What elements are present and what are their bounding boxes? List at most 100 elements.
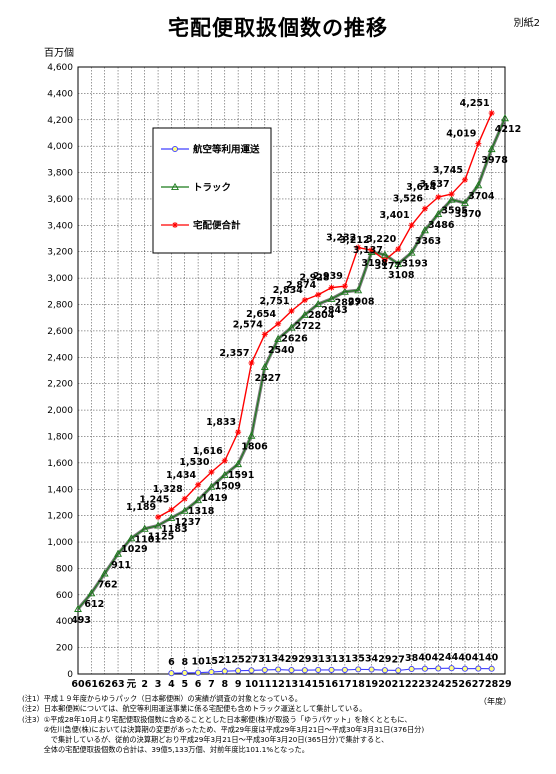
marker-circle xyxy=(235,667,242,674)
data-label-truck: 2540 xyxy=(268,345,295,356)
marker-triangle xyxy=(434,209,443,218)
x-tick-label: 7 xyxy=(208,679,215,690)
marker-asterisk-stroke xyxy=(302,297,308,303)
data-label-air: 15 xyxy=(205,656,218,667)
marker-circle xyxy=(261,666,268,673)
data-label-truck: 911 xyxy=(111,560,131,571)
document-tag: 別紙2 xyxy=(513,18,540,29)
marker-asterisk-stroke xyxy=(222,458,228,464)
data-label-truck: 3978 xyxy=(481,155,508,166)
marker-triangle xyxy=(234,459,243,468)
marker-circle xyxy=(488,665,495,672)
page-title: 宅配便取扱個数の推移 xyxy=(168,16,388,40)
x-tick-label: 8 xyxy=(221,679,228,690)
x-tick-label: 17 xyxy=(338,679,351,690)
marker-asterisk-stroke xyxy=(289,308,294,314)
data-label-air: 29 xyxy=(378,654,391,665)
data-label-truck: 1101 xyxy=(134,535,160,546)
y-tick-label: 2,800 xyxy=(47,301,73,311)
data-label-truck: 2804 xyxy=(308,310,335,321)
y-tick-label: 4,400 xyxy=(47,89,73,99)
marker-triangle xyxy=(180,506,189,514)
marker-triangle xyxy=(420,226,429,234)
y-tick-label: 3,600 xyxy=(47,195,73,205)
data-label-total: 1,530 xyxy=(179,457,209,468)
data-label-air: 42 xyxy=(432,652,445,663)
x-tick-label: 18 xyxy=(352,679,366,690)
footnote: (注1）平成１９年度からゆうパック（日本郵便㈱）の実績が調査の対象となっている。 xyxy=(22,694,302,703)
data-label-total: 2,357 xyxy=(219,348,249,359)
x-tick-label: 13 xyxy=(285,679,298,690)
marker-circle xyxy=(355,666,362,673)
data-label-total: 2,654 xyxy=(246,309,276,320)
data-label-truck: 2722 xyxy=(295,321,321,332)
data-label-air: 10 xyxy=(191,657,205,668)
data-label-air: 31 xyxy=(312,654,325,665)
x-tick-label: 10 xyxy=(245,679,259,690)
marker-asterisk-stroke xyxy=(249,360,254,366)
marker-asterisk xyxy=(221,457,228,464)
marker-triangle xyxy=(327,294,336,302)
x-tick-label: 19 xyxy=(365,679,378,690)
marker-triangle xyxy=(127,534,136,542)
y-tick-label: 3,000 xyxy=(47,274,73,284)
y-tick-label: 800 xyxy=(56,564,73,574)
marker-asterisk-stroke xyxy=(262,331,268,337)
x-tick-label: 61 xyxy=(85,679,98,690)
marker-asterisk-stroke xyxy=(168,507,174,513)
x-tick-label: 2 xyxy=(141,679,148,690)
marker-asterisk xyxy=(355,244,362,251)
marker-triangle xyxy=(154,521,163,529)
x-tick-label: 22 xyxy=(405,679,418,690)
y-axis-unit-label: 百万個 xyxy=(44,48,74,59)
data-label-truck: 2626 xyxy=(281,333,308,344)
x-tick-label: 24 xyxy=(432,679,446,690)
chart-grid xyxy=(78,67,505,674)
legend-label-total: 宅配便合計 xyxy=(193,220,241,232)
data-label-truck: 1125 xyxy=(148,532,174,543)
marker-asterisk xyxy=(341,283,348,290)
x-tick-label: 9 xyxy=(235,679,242,690)
marker-asterisk xyxy=(435,194,442,201)
y-tick-label: 400 xyxy=(56,617,73,627)
data-label-truck: 762 xyxy=(98,579,118,590)
marker-circle xyxy=(461,665,469,672)
data-label-total: 4,251 xyxy=(460,98,490,109)
marker-asterisk-stroke xyxy=(155,514,161,520)
x-tick-label: 元 xyxy=(127,679,137,690)
marker-asterisk xyxy=(368,247,375,254)
marker-triangle xyxy=(287,323,296,331)
data-label-total: 3,232 xyxy=(326,233,356,244)
data-label-truck: 2897 xyxy=(335,298,361,309)
data-label-truck: 612 xyxy=(84,599,104,610)
footnote: (注3）①平成28年10月より宅配便取扱個数に含めることとした日本郵便(株)が取… xyxy=(22,714,412,724)
marker-triangle xyxy=(474,181,483,189)
data-label-air: 25 xyxy=(232,655,245,666)
x-tick-label: 60 xyxy=(71,679,85,690)
y-tick-label: 3,800 xyxy=(47,169,73,179)
x-tick-label: 3 xyxy=(155,679,162,690)
data-label-truck: 3177 xyxy=(375,261,401,272)
data-label-air: 34 xyxy=(272,654,286,665)
data-label-air: 44 xyxy=(445,652,459,663)
marker-asterisk xyxy=(275,320,282,327)
marker-circle xyxy=(195,669,202,676)
marker-asterisk xyxy=(172,222,178,228)
data-label-truck: 3486 xyxy=(428,220,455,231)
marker-asterisk xyxy=(395,246,402,253)
data-label-air: 41 xyxy=(472,653,485,664)
marker-circle xyxy=(435,665,442,672)
marker-circle xyxy=(221,668,228,675)
data-label-total: 2,574 xyxy=(233,319,263,330)
marker-asterisk-stroke xyxy=(235,429,241,435)
data-label-total: 2,928 xyxy=(299,273,329,284)
marker-asterisk-stroke xyxy=(435,194,441,200)
data-label-total: 1,833 xyxy=(206,417,236,428)
data-label-air: 8 xyxy=(181,657,188,668)
legend-label-truck: トラック xyxy=(193,183,231,194)
marker-asterisk-stroke xyxy=(475,141,481,147)
data-label-total: 3,637 xyxy=(420,179,450,190)
x-tick-label: 62 xyxy=(98,679,111,690)
x-tick-label: 14 xyxy=(298,679,312,690)
marker-asterisk-stroke xyxy=(489,110,495,116)
